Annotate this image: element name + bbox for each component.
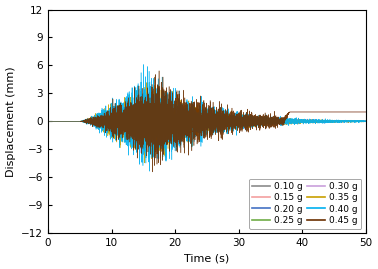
Legend: 0.10 g, 0.15 g, 0.20 g, 0.25 g, 0.30 g, 0.35 g, 0.40 g, 0.45 g: 0.10 g, 0.15 g, 0.20 g, 0.25 g, 0.30 g, … — [249, 179, 361, 228]
X-axis label: Time (s): Time (s) — [184, 253, 229, 263]
Y-axis label: Displacement (mm): Displacement (mm) — [6, 66, 15, 177]
